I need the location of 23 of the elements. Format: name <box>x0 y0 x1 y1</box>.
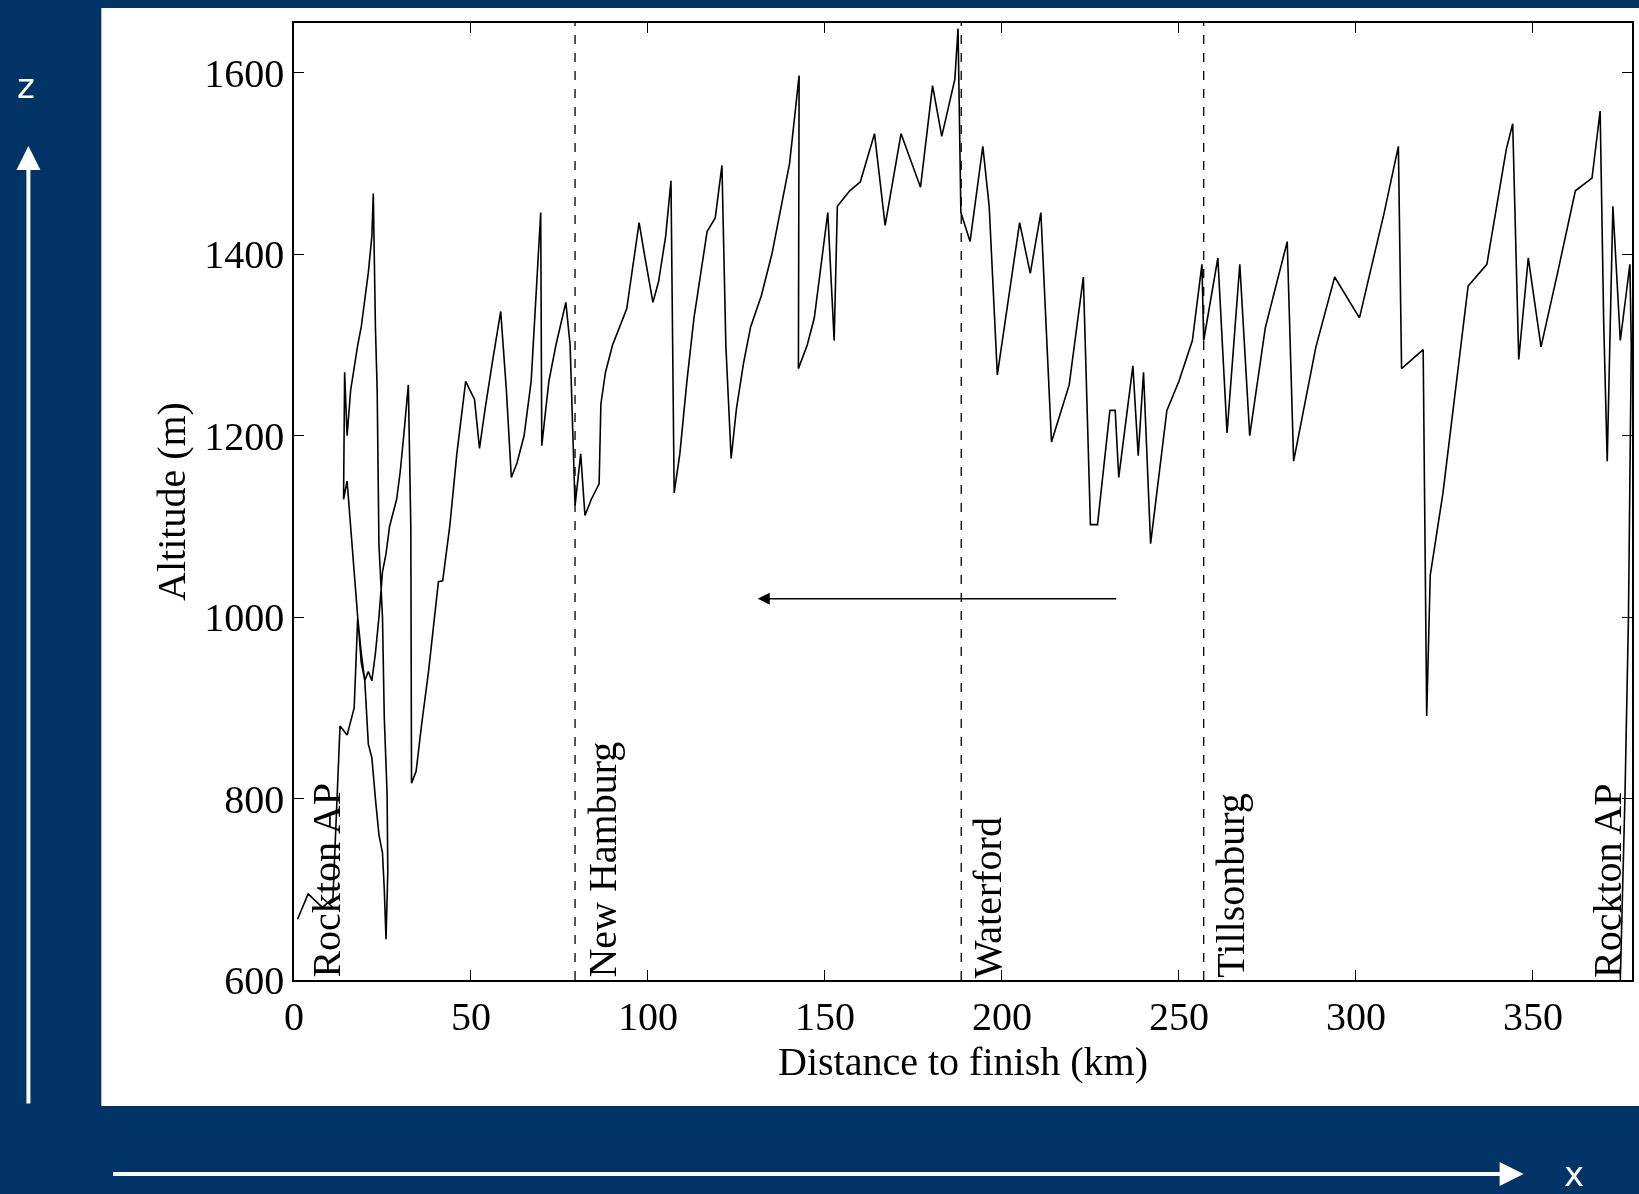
x-tick-label: 50 <box>450 993 491 1039</box>
x-tick-label: 200 <box>971 993 1032 1039</box>
x-tick-label: 300 <box>1325 993 1386 1039</box>
y-tick-label: 600 <box>224 958 285 1003</box>
x-tick-label: 250 <box>1148 993 1209 1039</box>
x-axis-title: Distance to finish (km) <box>778 1038 1148 1084</box>
annotation: Rockton AP <box>1584 783 1630 978</box>
text: x <box>1564 1154 1585 1194</box>
y-tick-label: 1000 <box>204 595 285 641</box>
y-tick-label: 800 <box>224 776 285 822</box>
x-tick-label: 100 <box>617 993 678 1039</box>
text: z <box>17 66 35 106</box>
y-tick-label: 1200 <box>204 413 285 459</box>
x-tick-label: 0 <box>284 993 304 1039</box>
ref-line-label: Waterford <box>965 817 1011 979</box>
ref-line-label: Tillsonburg <box>1207 793 1253 978</box>
annotation: Rockton AP <box>303 783 349 978</box>
y-tick-label: 1400 <box>204 232 285 278</box>
ref-line-label: New Hamburg <box>579 741 625 978</box>
y-axis-title: Altitude (m) <box>149 402 195 601</box>
x-tick-label: 150 <box>794 993 855 1039</box>
x-tick-label: 350 <box>1502 993 1563 1039</box>
y-tick-label: 1600 <box>204 50 285 96</box>
